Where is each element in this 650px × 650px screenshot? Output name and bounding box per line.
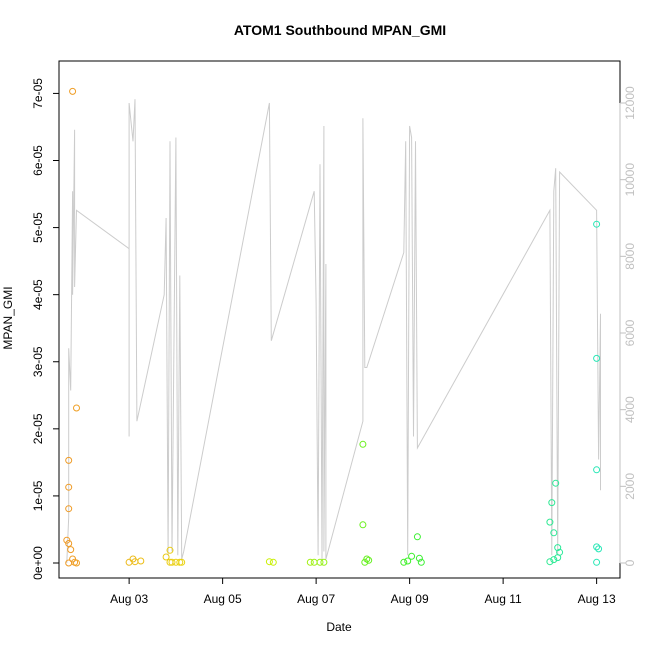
x-tick-label: Aug 05 [204,592,242,606]
data-point [548,499,556,507]
data-point [554,554,562,562]
data-point [415,554,423,562]
data-point [269,558,277,566]
data-point [65,456,73,464]
data-point [595,545,603,553]
y2-tick-label: 2000 [623,473,637,500]
data-point [365,556,373,564]
y-tick-label: 1e-05 [31,480,45,511]
y2-tick-label: 0 [623,559,637,566]
data-point [593,466,601,474]
y2-tick-label: 12000 [623,86,637,120]
y2-axis: 0 2000 4000 6000 8000 10000 12000 [619,86,637,566]
data-point [593,558,601,566]
data-point [73,559,80,567]
data-point [65,505,73,513]
data-point [69,87,77,95]
y-axis-title: MPAN_GMI [1,286,15,349]
y2-tick-label: 6000 [623,319,637,346]
data-point [176,558,184,566]
data-point [65,540,73,547]
data-point [554,544,562,552]
point-series [63,87,603,567]
data-point [316,558,324,566]
x-tick-label: Aug 13 [578,592,616,606]
data-point [550,529,558,537]
data-point [65,483,73,491]
x-tick-label: Aug 07 [297,592,335,606]
data-point [546,558,554,566]
line-series [66,99,601,564]
data-point [137,557,145,565]
y-tick-label: 0e+00 [31,546,45,580]
y-tick-label: 6e-05 [31,145,45,176]
x-tick-label: Aug 11 [485,592,522,606]
y-tick-label: 5e-05 [31,212,45,243]
data-point [129,555,137,563]
data-point [593,220,601,228]
data-point [404,557,412,565]
data-point [593,354,601,362]
data-point [67,546,75,554]
data-point [552,479,560,487]
y-tick-label: 3e-05 [31,346,45,377]
y2-tick-label: 8000 [623,243,637,270]
series-line [66,99,601,564]
x-axis-title: Date [326,620,352,634]
data-point [361,558,369,566]
y-tick-label: 7e-05 [31,78,45,109]
data-point [359,521,367,529]
y2-tick-label: 4000 [623,396,637,423]
data-point [265,558,273,566]
data-point [320,558,328,566]
data-point [73,404,80,412]
data-point [178,558,186,566]
data-point [550,556,558,564]
data-point [65,559,73,567]
data-point [359,440,367,448]
data-point [413,533,421,541]
x-tick-label: Aug 09 [391,592,429,606]
x-tick-label: Aug 03 [110,592,148,606]
y-axis: 0e+00 1e-05 2e-05 3e-05 4e-05 5e-05 6e-05 7e-05 [31,78,59,580]
chart-title: ATOM1 Southbound MPAN_GMI [234,22,446,38]
data-point [400,558,408,566]
y2-tick-label: 10000 [623,163,637,197]
x-axis: Aug 03 Aug 05 Aug 07 Aug 09 Aug 11 Aug 13 [110,578,616,606]
data-point [162,553,170,561]
data-point [166,546,174,554]
data-point [168,558,176,566]
data-point [417,558,425,566]
y-tick-label: 4e-05 [31,279,45,310]
data-point [593,543,601,551]
y-tick-label: 2e-05 [31,413,45,444]
data-point [546,518,554,526]
data-point [408,552,416,560]
data-point [306,558,314,566]
